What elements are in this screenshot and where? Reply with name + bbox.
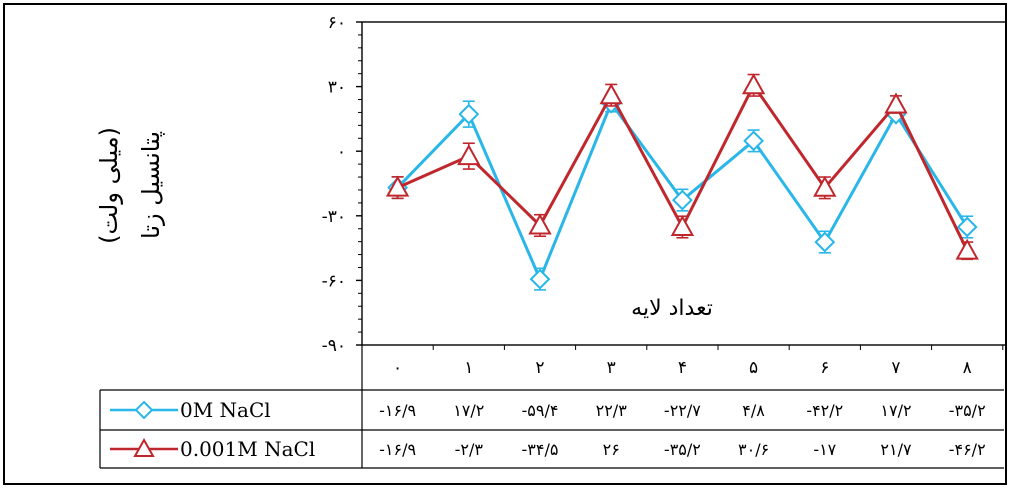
table-cell: ۲۲/۳ [596, 401, 628, 420]
y-tick-label: -۹۰ [322, 336, 346, 356]
table-cell: -۱۶/۹ [379, 440, 416, 459]
x-tick-label: ۲ [535, 358, 544, 378]
table-cell: -۳۵/۲ [664, 440, 701, 459]
y-tick-label: ۰ [337, 142, 346, 162]
table-cell: ۳۰/۶ [738, 440, 769, 459]
table-cell: -۲/۳ [455, 440, 484, 459]
series-red [385, 73, 979, 261]
data-point [528, 213, 552, 235]
x-tick-label: ۵ [749, 358, 758, 378]
table-cell: ۴/۸ [742, 401, 765, 420]
data-point [671, 189, 693, 211]
y-tick-label: ۶۰ [328, 13, 346, 33]
series-layer [385, 73, 979, 291]
x-tick-label: ۷ [891, 358, 900, 378]
data-point [743, 130, 765, 152]
data-point [385, 175, 410, 197]
table-cell: ۲۶ [603, 440, 620, 459]
table-cell: -۵۹/۴ [522, 401, 559, 420]
table-cell: -۱۷ [813, 440, 836, 459]
x-tick-label: ۸ [963, 358, 972, 378]
table-cell: ۱۷/۲ [453, 401, 484, 420]
legend-marker [133, 437, 155, 457]
y-axis: ۶۰ ۳۰ ۰ -۳۰ -۶۰ -۹۰ [322, 13, 362, 356]
table-cell: -۳۴/۵ [522, 440, 559, 459]
table-cell: ۲۱/۷ [880, 440, 912, 459]
legend-label: 0.001M NaCl [180, 437, 315, 461]
x-tick-label: ۴ [678, 358, 687, 378]
data-point [529, 268, 551, 290]
plot-area [361, 21, 1007, 346]
y-tick-label: ۳۰ [328, 78, 346, 98]
table-cell: -۳۵/۲ [949, 401, 986, 420]
legend-marker [134, 400, 154, 420]
plot-border [361, 21, 1007, 346]
table-cell: ۱۷/۲ [880, 401, 911, 420]
data-point [956, 216, 978, 238]
legend-label: 0M NaCl [180, 398, 271, 422]
x-tick-label: ۰ [393, 358, 402, 378]
data-point [814, 231, 836, 253]
data-point [813, 175, 837, 197]
data-point [884, 92, 908, 114]
x-axis-title: تعداد لایه [631, 296, 713, 321]
data-point [457, 144, 481, 166]
data-table: 0M NaCl -۱۶/۹ ۱۷/۲ -۵۹/۴ ۲۲/۳ -۲۲/۷ ۴/۸ -۴۲/۲ ۱۷… [99, 345, 1004, 469]
series-blue [387, 92, 978, 291]
x-axis: ۰ ۱ ۲ ۳ ۴ ۵ ۶ ۷ ۸ [361, 345, 1004, 378]
y-tick-label: -۳۰ [322, 207, 346, 227]
table-cell: -۱۶/۹ [379, 401, 416, 420]
x-tick-label: ۶ [820, 358, 829, 378]
data-point [599, 83, 623, 105]
x-tick-label: ۱ [464, 358, 473, 378]
table-cell: -۴۲/۲ [806, 401, 843, 420]
data-point [458, 103, 480, 125]
table-cell: -۴۶/۲ [949, 440, 986, 459]
data-point [741, 73, 766, 95]
y-tick-label: -۶۰ [322, 271, 346, 291]
data-point [955, 238, 979, 260]
data-point [670, 214, 695, 236]
table-cell: -۲۲/۷ [664, 401, 701, 420]
x-tick-label: ۳ [607, 358, 616, 378]
